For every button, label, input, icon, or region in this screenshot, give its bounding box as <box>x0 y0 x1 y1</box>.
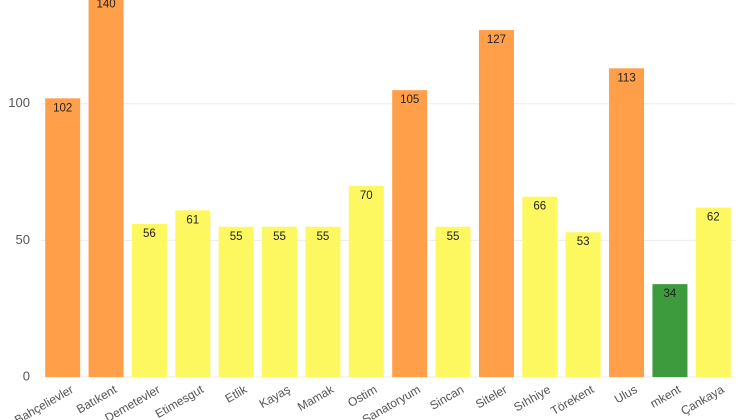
value-label: 66 <box>533 201 546 213</box>
x-tick-label: Törekent <box>548 382 597 418</box>
value-label: 53 <box>577 236 590 248</box>
value-label: 140 <box>96 0 115 11</box>
bar <box>695 207 731 377</box>
value-label: 55 <box>230 231 243 243</box>
value-label: 55 <box>317 231 330 243</box>
x-tick-label: Sincan <box>427 382 466 412</box>
bar <box>478 30 514 378</box>
x-tick-label: Siteler <box>473 382 509 411</box>
bar <box>45 98 81 377</box>
bar <box>435 226 471 377</box>
value-label: 61 <box>186 214 199 226</box>
x-tick-label: Ulus <box>612 382 640 406</box>
bar <box>175 210 211 377</box>
y-tick-label: 50 <box>16 232 30 247</box>
value-label: 127 <box>487 34 506 46</box>
bar <box>652 284 688 377</box>
bar <box>348 185 384 377</box>
value-label: 70 <box>360 190 373 202</box>
bar <box>522 196 558 377</box>
x-tick-label: Bahçelievler <box>12 382 76 420</box>
value-label: 113 <box>617 72 635 84</box>
value-label: 55 <box>447 231 460 243</box>
x-tick-label: Etlik <box>223 382 250 406</box>
y-tick-label: 0 <box>23 368 30 383</box>
value-label: 56 <box>143 228 156 240</box>
x-tick-label: Etimesgut <box>153 382 207 420</box>
bar <box>565 232 601 377</box>
bar <box>305 226 341 377</box>
value-label: 105 <box>400 94 419 106</box>
bar <box>131 224 167 377</box>
value-label: 62 <box>707 212 720 224</box>
x-tick-label: Mamak <box>295 382 337 414</box>
x-tick-label: Çankaya <box>678 382 726 418</box>
bar <box>392 90 428 378</box>
bar <box>262 226 298 377</box>
bar <box>88 0 124 378</box>
bar <box>609 68 645 377</box>
value-label: 34 <box>664 288 677 300</box>
y-tick-label: 100 <box>8 95 30 110</box>
value-label: 55 <box>273 231 286 243</box>
x-tick-label: Sıhhiye <box>511 382 553 414</box>
value-label: 102 <box>53 102 72 114</box>
x-tick-label: Kayaş <box>257 382 293 411</box>
bar <box>218 226 254 377</box>
